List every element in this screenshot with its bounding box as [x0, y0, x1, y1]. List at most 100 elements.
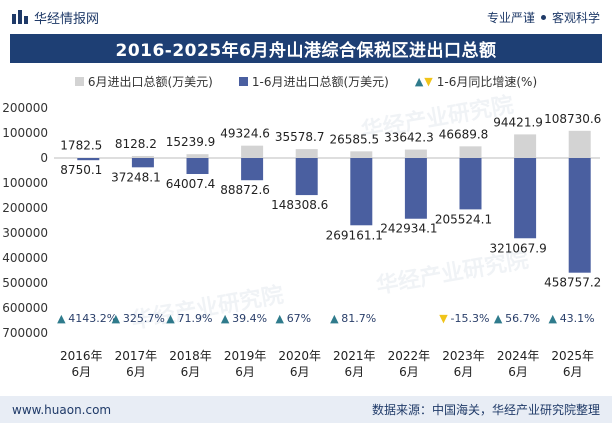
x-tick-label-month: 6月 — [563, 365, 583, 379]
x-tick-label-month: 6月 — [454, 365, 474, 379]
legend-label-monthly: 6月进出口总额(万美元) — [87, 74, 213, 89]
cumulative-bar — [459, 158, 482, 210]
legend-item-growth: ▲ ▼ 1-6月同比增速(%) — [415, 73, 537, 90]
y-tick-label: 100000 — [2, 126, 48, 140]
brand-logo-icon — [12, 10, 28, 24]
cumulative-bar — [514, 158, 537, 239]
footer-url: www.huaon.com — [12, 402, 112, 417]
cumulative-data-label: 64007.4 — [166, 177, 216, 191]
growth-data-label: 67% — [287, 312, 311, 325]
y-tick-label: 600000 — [2, 301, 48, 315]
cumulative-data-label: 205524.1 — [435, 212, 492, 226]
monthly-data-label: 8128.2 — [115, 137, 157, 151]
x-tick-label-month: 6月 — [508, 365, 528, 379]
growth-up-marker: ▲ — [330, 312, 339, 325]
monthly-bar — [459, 146, 482, 158]
x-tick-label-month: 6月 — [399, 365, 419, 379]
legend-growth-triangle-icon: ▲ ▼ — [414, 74, 433, 88]
growth-up-marker: ▲ — [494, 312, 503, 325]
growth-data-label: -15.3% — [451, 312, 490, 325]
monthly-data-label: 15239.9 — [166, 135, 216, 149]
monthly-bar — [295, 149, 318, 158]
cumulative-data-label: 458757.2 — [544, 276, 601, 290]
monthly-bar — [568, 130, 591, 158]
x-tick-label-year: 2025年 — [551, 349, 594, 363]
legend-label-growth: 1-6月同比增速(%) — [436, 74, 538, 89]
monthly-data-label: 33642.3 — [384, 131, 434, 145]
footer: www.huaon.com 数据来源：中国海关，华经产业研究院整理 — [0, 396, 612, 423]
growth-up-marker: ▲ — [57, 312, 66, 325]
cumulative-bar — [295, 158, 318, 196]
growth-data-label: 43.1% — [560, 312, 595, 325]
y-tick-label: 500000 — [2, 276, 48, 290]
monthly-bar — [350, 151, 373, 158]
legend-item-monthly: 6月进出口总额(万美元) — [74, 73, 213, 90]
y-tick-label: 100000 — [2, 176, 48, 190]
monthly-data-label: 49324.6 — [220, 127, 270, 141]
legend-swatch-cumulative — [238, 76, 248, 86]
growth-up-marker: ▲ — [166, 312, 175, 325]
growth-up-marker: ▲ — [548, 312, 557, 325]
x-tick-label-year: 2016年 — [60, 349, 103, 363]
x-tick-label-year: 2021年 — [333, 349, 376, 363]
growth-data-label: 4143.2% — [68, 312, 117, 325]
x-tick-label-month: 6月 — [181, 365, 201, 379]
y-tick-label: 700000 — [2, 326, 48, 340]
cumulative-bar — [77, 158, 100, 161]
monthly-bar — [404, 149, 427, 158]
monthly-bar — [186, 154, 209, 158]
growth-down-marker: ▼ — [439, 312, 448, 325]
brand: 华经情报网 — [12, 8, 99, 27]
x-tick-label-year: 2017年 — [115, 349, 158, 363]
motto-right: 客观科学 — [551, 10, 600, 25]
cumulative-data-label: 269161.1 — [326, 228, 383, 242]
x-tick-label-month: 6月 — [235, 365, 255, 379]
legend-item-cumulative: 1-6月进出口总额(万美元) — [238, 73, 389, 90]
cumulative-bar — [241, 158, 264, 181]
monthly-data-label: 26585.5 — [329, 132, 379, 146]
growth-up-marker: ▲ — [275, 312, 284, 325]
cumulative-data-label: 321067.9 — [489, 241, 546, 255]
growth-data-label: 56.7% — [505, 312, 540, 325]
growth-up-marker: ▲ — [221, 312, 230, 325]
bullet-icon — [540, 14, 546, 20]
x-tick-label-year: 2024年 — [497, 349, 540, 363]
cumulative-bar — [350, 158, 373, 226]
bar-chart: 200000 100000 0 100000 200000 300000 400000 500… — [2, 101, 601, 379]
cumulative-bar — [186, 158, 209, 175]
motto: 专业严谨 客观科学 — [487, 9, 600, 26]
cumulative-data-label: 88872.6 — [220, 183, 270, 197]
y-tick-label: 400000 — [2, 251, 48, 265]
x-tick-label-month: 6月 — [71, 365, 91, 379]
x-tick-label-month: 6月 — [290, 365, 310, 379]
y-tick-label: 300000 — [2, 226, 48, 240]
chart-legend: 6月进出口总额(万美元) 1-6月进出口总额(万美元) ▲ ▼ 1-6月同比增速(… — [0, 70, 612, 92]
monthly-data-label: 108730.6 — [544, 112, 601, 126]
cumulative-data-label: 148308.6 — [271, 198, 328, 212]
brand-name: 华经情报网 — [34, 11, 100, 27]
legend-swatch-monthly — [74, 76, 84, 86]
y-tick-label: 0 — [40, 151, 48, 165]
cumulative-data-label: 8750.1 — [60, 163, 102, 177]
monthly-data-label: 1782.5 — [60, 139, 102, 153]
growth-data-label: 71.9% — [178, 312, 213, 325]
x-tick-label-year: 2022年 — [388, 349, 431, 363]
y-tick-label: 200000 — [2, 201, 48, 215]
cumulative-bar — [568, 158, 591, 273]
growth-data-label: 325.7% — [123, 312, 165, 325]
chart-title: 2016-2025年6月舟山港综合保税区进出口总额 — [10, 34, 602, 63]
cumulative-bar — [404, 158, 427, 219]
monthly-bar — [241, 145, 264, 158]
growth-up-marker: ▲ — [112, 312, 121, 325]
cumulative-data-label: 242934.1 — [380, 222, 437, 236]
monthly-bar — [131, 155, 154, 158]
cumulative-bar — [131, 158, 154, 168]
growth-data-label: 39.4% — [232, 312, 267, 325]
monthly-data-label: 46689.8 — [439, 127, 489, 141]
cumulative-data-label: 37248.1 — [111, 170, 161, 184]
x-tick-label-month: 6月 — [344, 365, 364, 379]
x-tick-label-month: 6月 — [126, 365, 146, 379]
x-tick-label-year: 2018年 — [169, 349, 212, 363]
x-tick-label-year: 2023年 — [442, 349, 485, 363]
x-tick-label-year: 2019年 — [224, 349, 267, 363]
